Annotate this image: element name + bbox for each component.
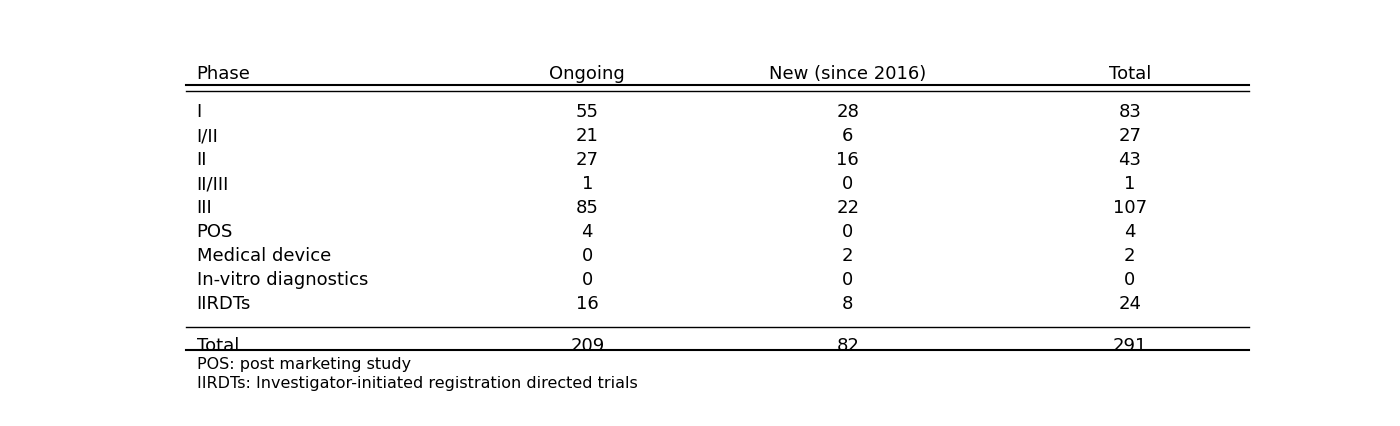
Text: 209: 209 [570, 336, 605, 354]
Text: 1: 1 [1124, 175, 1135, 193]
Text: Ongoing: Ongoing [549, 65, 626, 83]
Text: 83: 83 [1119, 103, 1141, 121]
Text: 27: 27 [1119, 127, 1141, 145]
Text: IIRDTs: IIRDTs [196, 294, 251, 312]
Text: 16: 16 [575, 294, 599, 312]
Text: 0: 0 [841, 222, 854, 241]
Text: 22: 22 [836, 199, 860, 216]
Text: 85: 85 [575, 199, 599, 216]
Text: 0: 0 [841, 271, 854, 288]
Text: 21: 21 [575, 127, 599, 145]
Text: 6: 6 [841, 127, 854, 145]
Text: POS: post marketing study: POS: post marketing study [196, 356, 410, 371]
Text: Total: Total [1109, 65, 1151, 83]
Text: POS: POS [196, 222, 232, 241]
Text: 0: 0 [581, 271, 594, 288]
Text: 291: 291 [1113, 336, 1147, 354]
Text: 43: 43 [1119, 151, 1141, 169]
Text: IIRDTs: Investigator-initiated registration directed trials: IIRDTs: Investigator-initiated registrat… [196, 375, 637, 390]
Text: 55: 55 [575, 103, 599, 121]
Text: I/II: I/II [196, 127, 218, 145]
Text: 0: 0 [841, 175, 854, 193]
Text: 4: 4 [1124, 222, 1135, 241]
Text: 0: 0 [581, 247, 594, 265]
Text: Medical device: Medical device [196, 247, 330, 265]
Text: 4: 4 [581, 222, 594, 241]
Text: 107: 107 [1113, 199, 1147, 216]
Text: In-vitro diagnostics: In-vitro diagnostics [196, 271, 368, 288]
Text: 28: 28 [836, 103, 860, 121]
Text: 8: 8 [841, 294, 854, 312]
Text: 27: 27 [575, 151, 599, 169]
Text: Phase: Phase [196, 65, 251, 83]
Text: II: II [196, 151, 207, 169]
Text: 24: 24 [1119, 294, 1141, 312]
Text: I: I [196, 103, 202, 121]
Text: 1: 1 [581, 175, 594, 193]
Text: New (since 2016): New (since 2016) [769, 65, 927, 83]
Text: II/III: II/III [196, 175, 230, 193]
Text: 2: 2 [1124, 247, 1135, 265]
Text: III: III [196, 199, 213, 216]
Text: 2: 2 [841, 247, 854, 265]
Text: 82: 82 [836, 336, 860, 354]
Text: 0: 0 [1124, 271, 1135, 288]
Text: Total: Total [196, 336, 239, 354]
Text: 16: 16 [836, 151, 860, 169]
